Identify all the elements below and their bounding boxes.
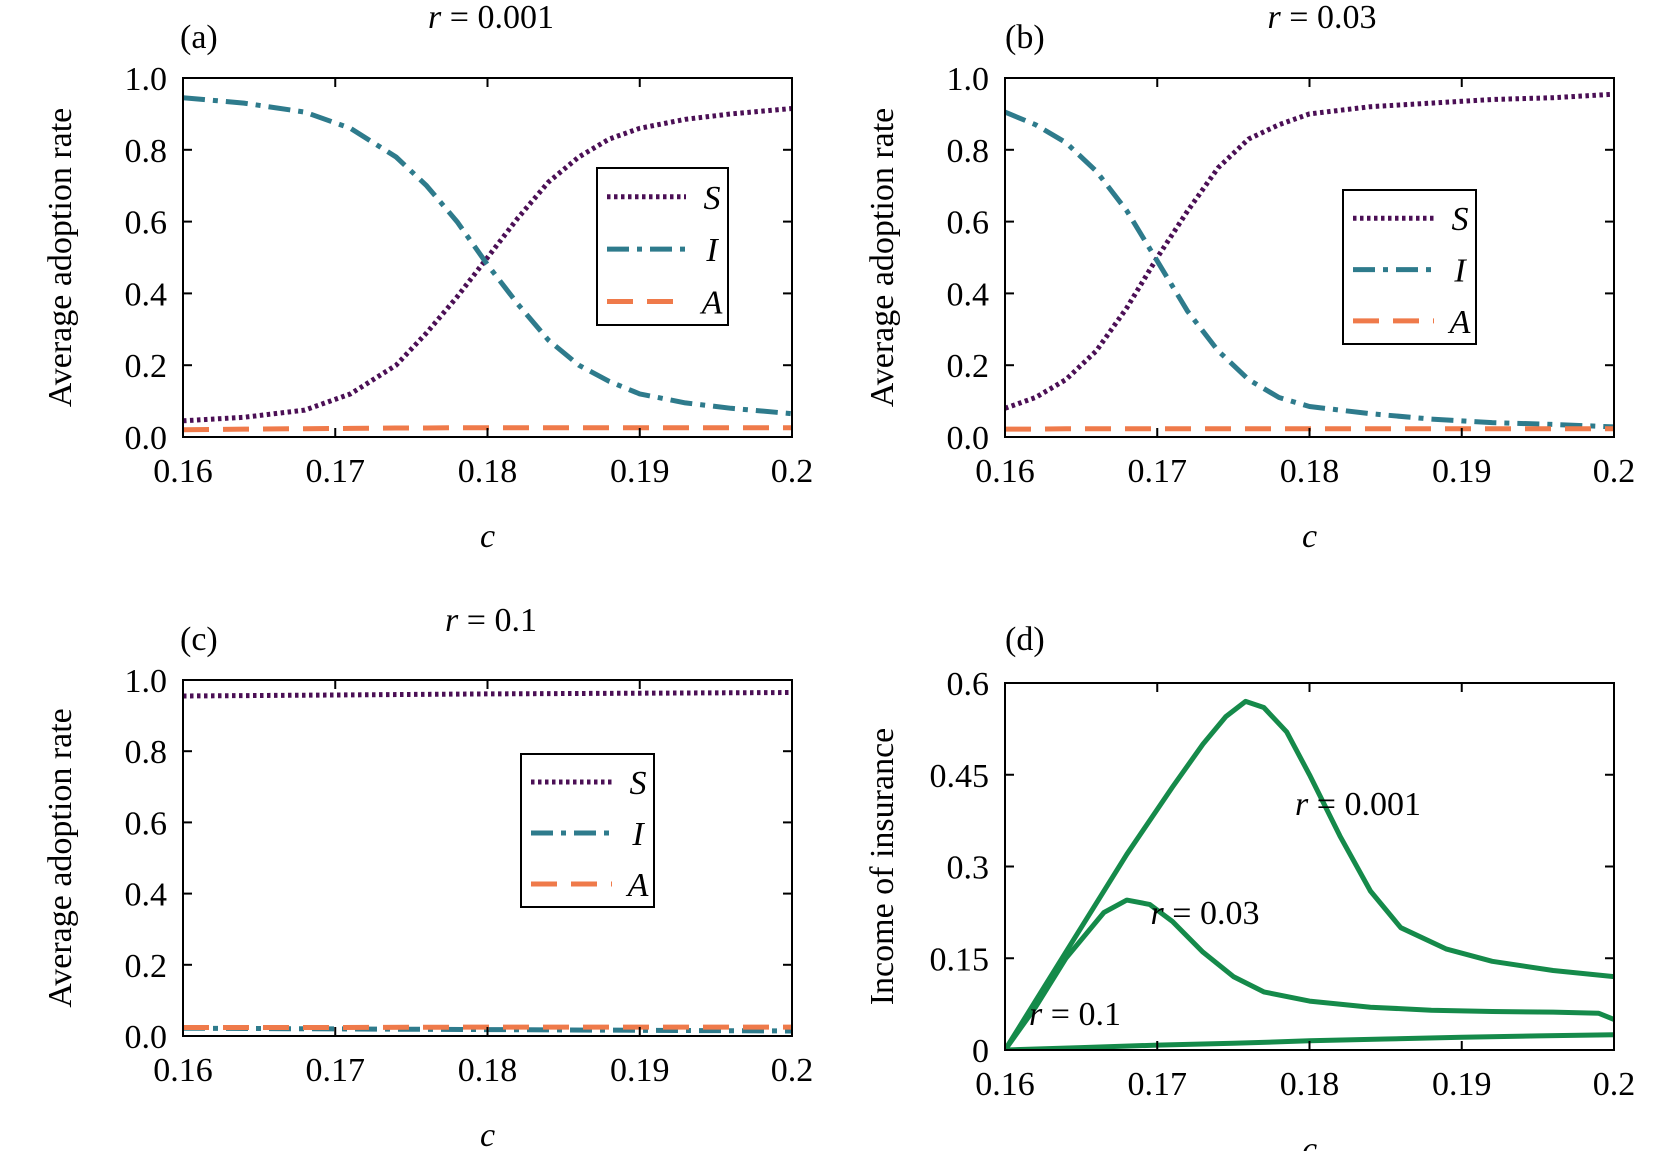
- legend: SIA: [596, 167, 729, 326]
- y-axis-title: Average adoption rate: [42, 708, 79, 1008]
- y-tick-label: 0.45: [930, 758, 990, 795]
- plot-area: [183, 95, 792, 433]
- x-tick-label: 0.2: [1593, 453, 1636, 490]
- series-line-r0001: [1005, 698, 1614, 1050]
- x-tick-label: 0.16: [975, 453, 1035, 490]
- legend-label-i: I: [631, 816, 645, 853]
- x-tick-label: 0.18: [1280, 453, 1340, 490]
- series-line-i: [1005, 109, 1614, 430]
- y-tick-label: 0.4: [125, 276, 168, 313]
- chart-panel-b: (b) r = 0.03 0.16 0.17 0.18 0.19 0.2 0.0 0.2 0.4 0…: [864, 0, 1635, 555]
- y-tick-label: 0.15: [930, 941, 990, 978]
- y-tick-label: 0.2: [947, 348, 990, 385]
- legend: SIA: [520, 753, 655, 908]
- panel-label: (c): [180, 621, 218, 658]
- panel-title: r = 0.1: [445, 602, 537, 639]
- x-tick-label: 0.17: [306, 453, 366, 490]
- series-line-r01: [1005, 1032, 1614, 1050]
- panel-title: r = 0.001: [428, 0, 554, 36]
- legend-label-s: S: [704, 180, 721, 217]
- plot-area: [1005, 698, 1614, 1050]
- legend-label-a: A: [626, 867, 649, 904]
- y-tick-label: 0.6: [947, 205, 990, 242]
- y-tick-label: 0.0: [125, 420, 168, 457]
- series-line-i: [183, 95, 792, 417]
- x-tick-label: 0.19: [1432, 1066, 1492, 1103]
- y-tick-label: 0.8: [947, 133, 990, 170]
- x-tick-label: 0.2: [1593, 1066, 1636, 1103]
- y-tick-label: 0.8: [125, 734, 168, 771]
- axes-frame: [1004, 77, 1615, 438]
- y-tick-label: 0.6: [947, 666, 990, 703]
- x-tick-label: 0.19: [610, 453, 670, 490]
- y-tick-label: 0.2: [125, 948, 168, 985]
- x-axis-title: c: [480, 1117, 495, 1151]
- legend-label-a: A: [700, 284, 723, 321]
- x-tick-label: 0.17: [1128, 1066, 1188, 1103]
- y-tick-label: 1.0: [947, 61, 990, 98]
- y-tick-label: 0: [972, 1033, 989, 1070]
- x-axis-title: c: [1302, 1131, 1317, 1151]
- legend: SIA: [1342, 189, 1477, 345]
- chart-panel-a: (a) r = 0.001 0.16 0.17 0.18 0.19 0.2 0.0 0.2 0.4…: [42, 0, 813, 555]
- x-tick-label: 0.18: [458, 453, 518, 490]
- legend-label-i: I: [1453, 253, 1467, 290]
- chart-panel-d: (d) 0.16 0.17 0.18 0.19 0.2 0 0.15 0.3 0.45 0.6 c In…: [864, 621, 1635, 1151]
- series-label: r = 0.03: [1151, 895, 1260, 932]
- y-tick-label: 0.8: [125, 133, 168, 170]
- legend-box: [520, 753, 655, 908]
- y-tick-label: 0.0: [125, 1019, 168, 1056]
- plot-area: [183, 690, 792, 1034]
- y-tick-label: 0.3: [947, 850, 990, 887]
- series-line-r003: [1005, 897, 1614, 1050]
- series-line-a: [183, 425, 792, 433]
- x-tick-label: 0.16: [153, 453, 213, 490]
- y-tick-label: 1.0: [125, 663, 168, 700]
- x-tick-label: 0.16: [153, 1052, 213, 1089]
- panel-label: (b): [1005, 19, 1045, 56]
- series-label: r = 0.001: [1295, 786, 1421, 823]
- legend-label-s: S: [630, 765, 647, 802]
- chart-panel-c: (c) r = 0.1 0.16 0.17 0.18 0.19 0.2 0.0 0.2 0.4 0.…: [42, 602, 813, 1151]
- panel-title: r = 0.03: [1268, 0, 1377, 36]
- legend-box: [596, 167, 729, 326]
- x-tick-label: 0.16: [975, 1066, 1035, 1103]
- y-axis-title: Income of insurance: [864, 728, 901, 1006]
- series-line-s: [183, 690, 792, 699]
- panel-label: (a): [180, 19, 218, 56]
- legend-label-i: I: [705, 232, 719, 269]
- panel-label: (d): [1005, 621, 1045, 658]
- plot-area: [1005, 91, 1614, 432]
- y-tick-label: 0.0: [947, 420, 990, 457]
- y-axis-title: Average adoption rate: [864, 108, 901, 408]
- legend-label-s: S: [1452, 201, 1469, 238]
- x-tick-label: 0.19: [1432, 453, 1492, 490]
- x-tick-label: 0.18: [1280, 1066, 1340, 1103]
- y-axis-title: Average adoption rate: [42, 108, 79, 408]
- series-label: r = 0.1: [1029, 996, 1121, 1033]
- axes-frame: [1004, 682, 1615, 1051]
- y-tick-label: 0.2: [125, 348, 168, 385]
- y-tick-label: 0.4: [125, 877, 168, 914]
- series-line-s: [1005, 91, 1614, 411]
- y-tick-label: 0.6: [125, 205, 168, 242]
- x-tick-label: 0.19: [610, 1052, 670, 1089]
- legend-label-a: A: [1448, 304, 1471, 341]
- x-tick-label: 0.18: [458, 1052, 518, 1089]
- x-tick-label: 0.2: [771, 1052, 814, 1089]
- y-tick-label: 0.4: [947, 276, 990, 313]
- x-axis-title: c: [480, 518, 495, 555]
- axes-frame: [182, 679, 793, 1037]
- legend-box: [1342, 189, 1477, 345]
- x-axis-title: c: [1302, 518, 1317, 555]
- y-tick-label: 1.0: [125, 61, 168, 98]
- x-tick-label: 0.17: [306, 1052, 366, 1089]
- x-tick-label: 0.2: [771, 453, 814, 490]
- x-tick-label: 0.17: [1128, 453, 1188, 490]
- y-tick-label: 0.6: [125, 805, 168, 842]
